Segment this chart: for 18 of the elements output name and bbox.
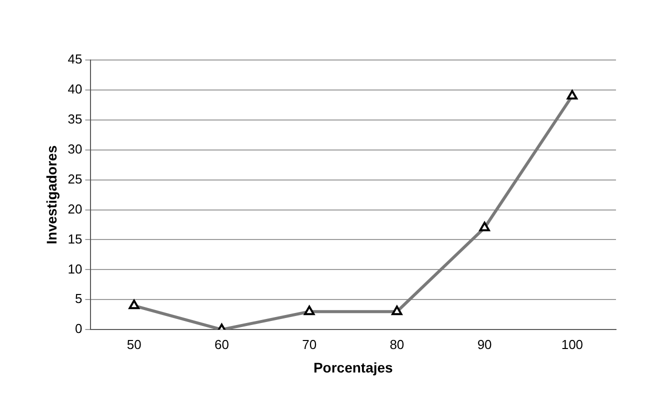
y-tick-label: 5 (75, 291, 82, 306)
x-tick-label: 50 (126, 336, 142, 352)
x-tick-label: 100 (561, 336, 584, 352)
x-tick-label: 60 (214, 336, 229, 352)
y-tick-label: 40 (68, 82, 82, 97)
y-tick-label: 35 (68, 111, 82, 126)
y-tick-label: 45 (68, 52, 82, 67)
x-axis-title: Porcentajes (313, 359, 394, 376)
y-tick-label: 15 (68, 231, 82, 246)
x-tick-label: 80 (390, 336, 404, 352)
y-tick-label: 25 (68, 171, 82, 186)
x-tick-label: 90 (477, 336, 492, 352)
y-tick-label: 30 (68, 141, 82, 156)
x-tick-label: 70 (302, 336, 317, 352)
y-tick-label: 20 (68, 201, 82, 216)
y-tick-label: 10 (68, 261, 82, 276)
y-tick-label: 0 (75, 321, 82, 336)
y-axis-title: Investigadores (43, 145, 60, 244)
